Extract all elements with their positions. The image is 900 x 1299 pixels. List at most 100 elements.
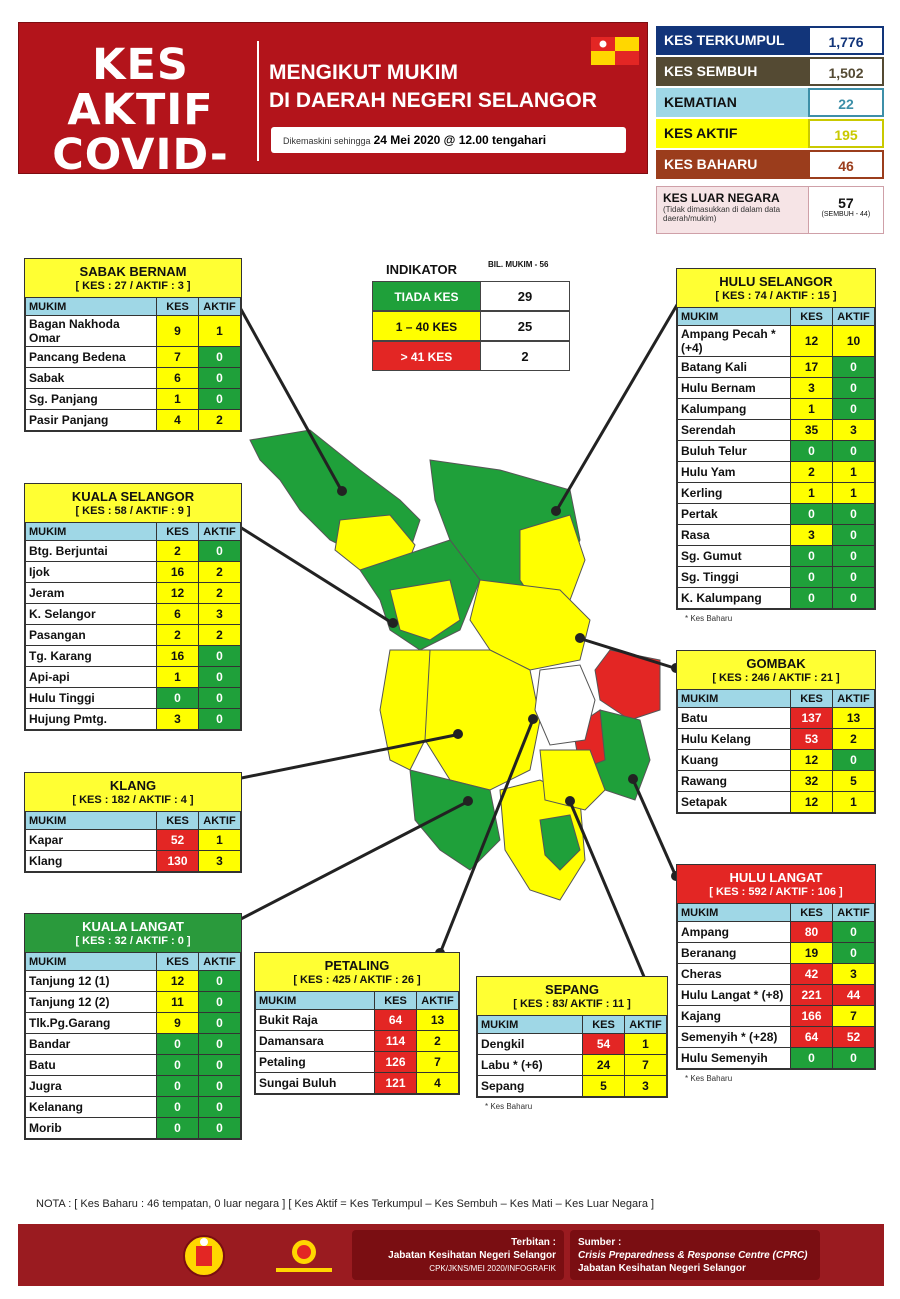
- table-row: Api-api 1 0: [25, 666, 241, 688]
- table-row: Labu * (+6) 24 7: [477, 1054, 667, 1076]
- table-row: Rawang 32 5: [677, 770, 875, 792]
- kes-value: 0: [156, 1117, 199, 1139]
- district-name: KLANG: [109, 778, 157, 793]
- summary-label: KEMATIAN: [656, 88, 808, 117]
- mukim-name: Batu: [677, 707, 791, 729]
- table-row: Hulu Semenyih 0 0: [677, 1047, 875, 1069]
- column-header: MUKIM: [477, 1015, 583, 1034]
- kes-value: 0: [156, 687, 199, 709]
- district-summary: [ KES : 592 / AKTIF : 106 ]: [709, 886, 843, 898]
- mukim-name: Hulu Semenyih: [677, 1047, 791, 1069]
- district-klang: KLANG[ KES : 182 / AKTIF : 4 ] MUKIM KES AK…: [24, 772, 242, 873]
- aktif-value: 1: [832, 461, 875, 483]
- kes-value: 42: [790, 963, 833, 985]
- table-header-row: MUKIM KES AKTIF: [255, 991, 459, 1010]
- mukim-name: Hujung Pmtg.: [25, 708, 157, 730]
- map-region-kl-white: [534, 664, 596, 746]
- aktif-value: 0: [198, 970, 241, 992]
- district-header: HULU LANGAT[ KES : 592 / AKTIF : 106 ]: [677, 865, 875, 903]
- aktif-value: 0: [832, 524, 875, 546]
- column-header: KES: [156, 811, 199, 830]
- kes-value: 64: [374, 1009, 417, 1031]
- luar-negara-box: KES LUAR NEGARA (Tidak dimasukkan di dala…: [656, 186, 884, 234]
- mukim-name: Morib: [25, 1117, 157, 1139]
- table-header-row: MUKIM KES AKTIF: [25, 811, 241, 830]
- table-row: Kalumpang 1 0: [677, 398, 875, 420]
- aktif-value: 7: [624, 1054, 667, 1076]
- aktif-value: 0: [832, 587, 875, 609]
- kes-value: 16: [156, 645, 199, 667]
- table-row: Morib 0 0: [25, 1117, 241, 1139]
- aktif-value: 4: [416, 1072, 459, 1094]
- aktif-value: 0: [832, 921, 875, 943]
- title-line-2: COVID-19: [52, 130, 229, 225]
- luar-negara-sub: (SEMBUH - 44): [821, 211, 871, 218]
- connector-dot: [551, 506, 561, 516]
- table-row: Bagan Nakhoda Omar 9 1: [25, 315, 241, 347]
- column-header: AKTIF: [624, 1015, 667, 1034]
- aktif-value: 0: [832, 1047, 875, 1069]
- column-header: KES: [156, 297, 199, 316]
- aktif-value: 0: [198, 540, 241, 562]
- column-header: AKTIF: [198, 811, 241, 830]
- aktif-value: 3: [198, 850, 241, 872]
- source-label: Sumber :: [578, 1237, 622, 1248]
- district-summary: [ KES : 74 / AKTIF : 15 ]: [715, 290, 837, 302]
- mukim-name: Dengkil: [477, 1033, 583, 1055]
- aktif-value: 0: [198, 1117, 241, 1139]
- summary-row: KES SEMBUH 1,502: [656, 57, 884, 86]
- table-row: Ijok 16 2: [25, 561, 241, 583]
- table-row: Cheras 42 3: [677, 963, 875, 985]
- mukim-name: Tanjung 12 (1): [25, 970, 157, 992]
- luar-negara-value: 57: [838, 195, 854, 211]
- mukim-name: Sabak: [25, 367, 157, 389]
- district-header: KUALA LANGAT[ KES : 32 / AKTIF : 0 ]: [25, 914, 241, 952]
- district-header: HULU SELANGOR[ KES : 74 / AKTIF : 15 ]: [677, 269, 875, 307]
- subtitle-line-1: MENGIKUT MUKIM: [269, 61, 458, 84]
- luar-negara-label: KES LUAR NEGARA: [663, 191, 780, 205]
- mukim-name: Tg. Karang: [25, 645, 157, 667]
- aktif-value: 0: [198, 708, 241, 730]
- kes-value: 3: [790, 524, 833, 546]
- mukim-table: MUKIM KES AKTIF Dengkil 54 1 Labu * (+6) 24 7 Sep…: [477, 1015, 667, 1097]
- mukim-name: Pancang Bedena: [25, 346, 157, 368]
- mukim-name: Klang: [25, 850, 157, 872]
- column-header: MUKIM: [677, 903, 791, 922]
- table-header-row: MUKIM KES AKTIF: [477, 1015, 667, 1034]
- mukim-name: Kalumpang: [677, 398, 791, 420]
- table-row: Kerling 1 1: [677, 482, 875, 504]
- mukim-name: Rawang: [677, 770, 791, 792]
- district-header: SEPANG[ KES : 83/ AKTIF : 11 ]: [477, 977, 667, 1015]
- summary-row: KES AKTIF 195: [656, 119, 884, 148]
- mukim-name: Kelanang: [25, 1096, 157, 1118]
- summary-row: KEMATIAN 22: [656, 88, 884, 117]
- table-row: Tanjung 12 (1) 12 0: [25, 970, 241, 992]
- indikator-row: > 41 KES 2: [372, 341, 570, 371]
- table-row: Sungai Buluh 121 4: [255, 1072, 459, 1094]
- summary-value: 46: [808, 150, 884, 179]
- table-row: Pasir Panjang 4 2: [25, 409, 241, 431]
- column-header: AKTIF: [198, 297, 241, 316]
- connector-dot: [575, 633, 585, 643]
- aktif-value: 1: [624, 1033, 667, 1055]
- mukim-name: Hulu Kelang: [677, 728, 791, 750]
- district-hulu-langat: HULU LANGAT[ KES : 592 / AKTIF : 106 ] MU…: [676, 864, 876, 1083]
- table-row: Setapak 12 1: [677, 791, 875, 813]
- district-name: KUALA SELANGOR: [71, 489, 195, 504]
- aktif-value: 2: [198, 561, 241, 583]
- aktif-value: 3: [198, 603, 241, 625]
- indikator-value: 29: [479, 282, 569, 310]
- column-header: KES: [156, 952, 199, 971]
- mukim-name: Tlk.Pg.Garang: [25, 1012, 157, 1034]
- table-row: Beranang 19 0: [677, 942, 875, 964]
- summary-label: KES BAHARU: [656, 150, 808, 179]
- column-header: AKTIF: [198, 952, 241, 971]
- aktif-value: 2: [416, 1030, 459, 1052]
- district-summary: [ KES : 58 / AKTIF : 9 ]: [75, 505, 191, 517]
- table-row: Jugra 0 0: [25, 1075, 241, 1097]
- mukim-name: Kajang: [677, 1005, 791, 1027]
- aktif-value: 0: [198, 367, 241, 389]
- kes-value: 0: [790, 587, 833, 609]
- kes-value: 0: [790, 545, 833, 567]
- aktif-value: 0: [198, 1054, 241, 1076]
